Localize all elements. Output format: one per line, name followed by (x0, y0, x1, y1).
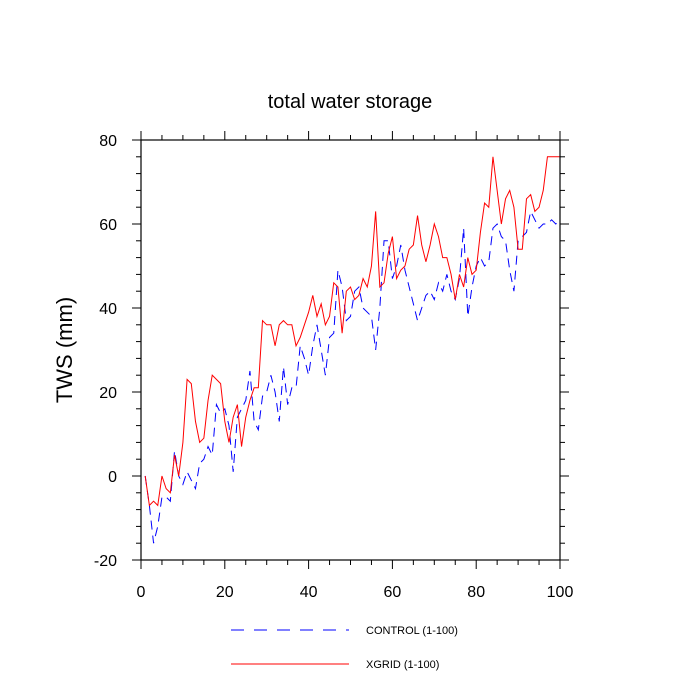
x-tick-label: 20 (216, 584, 234, 601)
x-tick-label: 0 (137, 584, 146, 601)
y-tick-label: 0 (108, 469, 117, 486)
y-tick-label: -20 (94, 553, 117, 570)
y-tick-label: 80 (99, 133, 117, 150)
legend-label-control: CONTROL (1-100) (366, 625, 458, 637)
y-tick-label: 20 (99, 385, 117, 402)
x-tick-label: 80 (467, 584, 485, 601)
ticks-layer (132, 131, 569, 569)
series-layer (144, 156, 561, 544)
series-line-xgrid (144, 156, 560, 507)
x-tick-label: 40 (300, 584, 318, 601)
y-tick-label: 40 (99, 301, 117, 318)
y-axis-label: TWS (mm) (52, 297, 77, 403)
legend-label-xgrid: XGRID (1-100) (366, 659, 439, 671)
legend: CONTROL (1-100) XGRID (1-100) (231, 625, 458, 671)
chart-title: total water storage (268, 91, 433, 113)
plot-frame (140, 139, 561, 561)
tick-labels-layer: 0 20 40 60 80 100 -20 0 20 40 60 80 (94, 133, 574, 601)
series-line-control (144, 209, 561, 544)
x-tick-label: 100 (547, 584, 574, 601)
x-tick-label: 60 (384, 584, 402, 601)
y-tick-label: 60 (99, 217, 117, 234)
